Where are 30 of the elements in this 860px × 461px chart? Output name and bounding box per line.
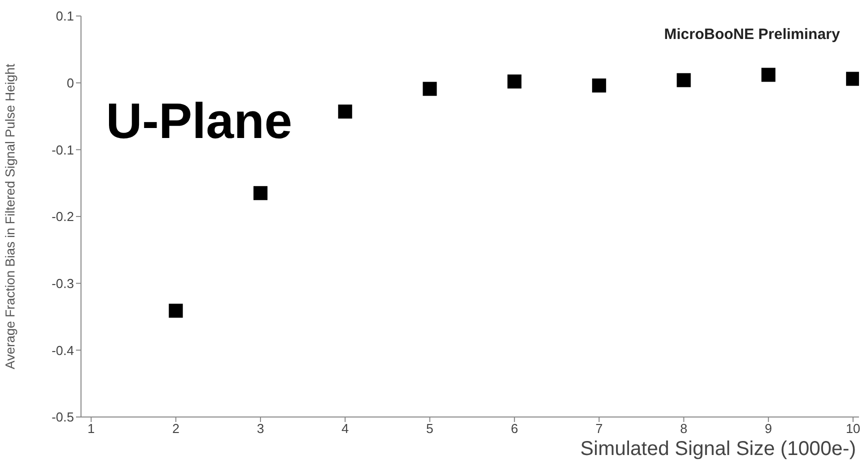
annotation: U-Plane xyxy=(106,92,292,150)
y-tick-label: -0.3 xyxy=(52,276,74,291)
point xyxy=(676,73,691,88)
x-tick-label: 10 xyxy=(846,421,860,436)
x-tick-label: 9 xyxy=(764,421,772,436)
point xyxy=(507,74,522,88)
x-tick-label: 5 xyxy=(426,421,434,436)
y-tick-label: -0.1 xyxy=(52,142,74,158)
point xyxy=(761,68,776,82)
point xyxy=(168,304,183,318)
y-tick-label: 0 xyxy=(66,75,74,90)
x-tick-label: 8 xyxy=(680,421,688,436)
point xyxy=(253,186,268,200)
y-tick-label: -0.2 xyxy=(52,209,74,224)
point xyxy=(338,104,352,119)
y-tick-label: -0.5 xyxy=(52,410,74,425)
point xyxy=(422,82,437,96)
annotation: MicroBooNE Preliminary xyxy=(664,26,840,43)
point xyxy=(846,72,859,86)
x-tick-label: 1 xyxy=(88,421,95,436)
x-tick-label: 2 xyxy=(172,421,180,436)
point xyxy=(592,78,606,93)
x-tick-label: 4 xyxy=(342,421,349,436)
y-tick-label: -0.4 xyxy=(52,342,74,358)
x-tick-label: 7 xyxy=(595,421,603,436)
x-axis-title: Simulated Signal Size (1000e-) xyxy=(580,437,856,461)
x-tick-label: 3 xyxy=(256,421,264,436)
y-tick-label: 0.1 xyxy=(56,8,74,24)
x-tick-label: 6 xyxy=(510,421,518,436)
y-axis-title: Average Fraction Bias in Filtered Signal Pulse Height xyxy=(2,63,18,370)
